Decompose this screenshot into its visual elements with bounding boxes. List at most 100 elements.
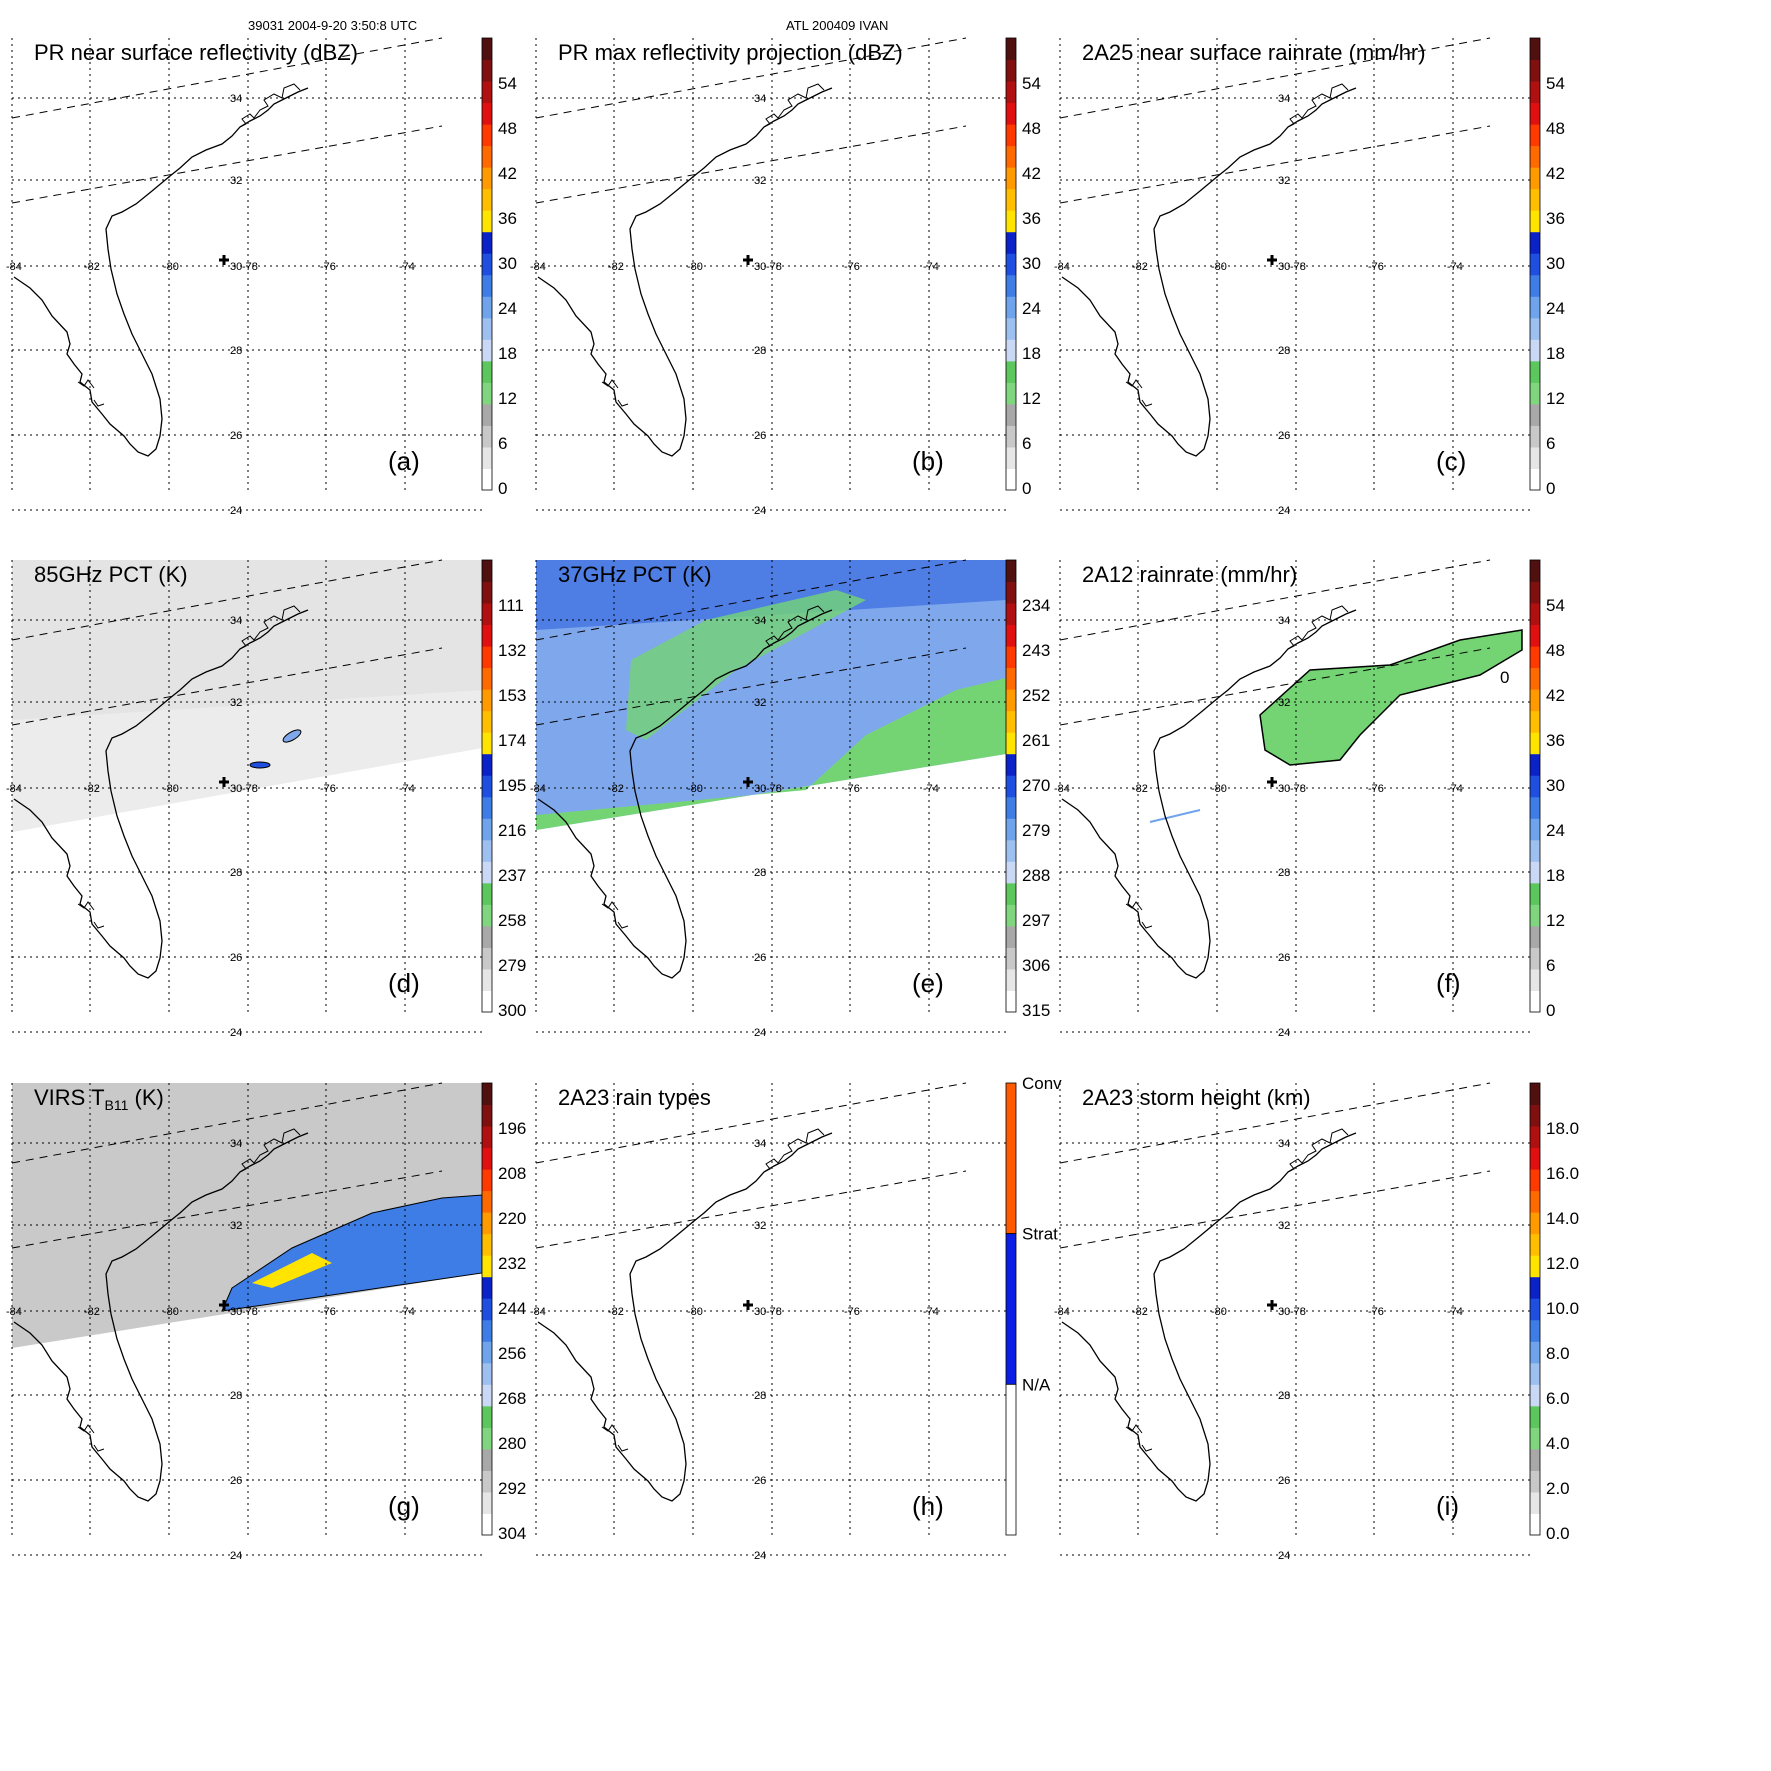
panel-a: -84 -82 -80 -78 -76 -74 34 32 30 28 26 24 PR near su… (6, 37, 517, 517)
swath-edge-upper (1059, 559, 1491, 641)
colorbar-segment (1530, 775, 1540, 798)
lon-label: -84 (530, 1306, 546, 1318)
colorbar-segment (1530, 818, 1540, 841)
colorbar-segment (482, 861, 492, 884)
lon-label: -82 (84, 1306, 100, 1318)
colorbar-segment (1530, 274, 1540, 297)
colorbar-segment (1530, 382, 1540, 405)
lat-label: 32 (230, 1220, 242, 1232)
rain-area-f (1259, 629, 1523, 766)
panels-group: -84 -82 -80 -78 -76 -74 34 32 30 28 26 24 PR near su… (6, 37, 1579, 1562)
colorbar-segment (1006, 274, 1016, 297)
colorbar-segment (482, 1513, 492, 1536)
coastline (537, 83, 833, 457)
colorbar-tick: 111 (498, 596, 524, 615)
lon-label: -74 (399, 783, 415, 795)
storm-center-marker (743, 255, 753, 265)
colorbar-segment (1006, 581, 1016, 604)
colorbar-segment (1530, 667, 1540, 690)
colorbar-segment (1530, 188, 1540, 211)
lon-label: -76 (1368, 783, 1384, 795)
panel-i: -84 -82 -80 -78 -76 -74 34 32 30 28 26 24 2A23 storm… (1054, 1082, 1579, 1562)
colorbar-segment (482, 1169, 492, 1192)
lon-label: -76 (844, 783, 860, 795)
lon-label: -84 (6, 783, 22, 795)
lat-label: 30 (1278, 783, 1290, 795)
swath-edge-lower (1059, 1170, 1491, 1249)
swath-lower-d (12, 690, 482, 832)
storm-center-marker (1267, 1300, 1277, 1310)
colorbar-segment (482, 253, 492, 276)
lon-label: -74 (923, 783, 939, 795)
lon-label: -78 (242, 261, 258, 273)
colorbar-segment (1006, 167, 1016, 190)
lat-label: 24 (754, 1550, 766, 1562)
colorbar-segment (1006, 861, 1016, 884)
colorbar-segment (1530, 1448, 1540, 1471)
colorbar-frame (1529, 559, 1541, 1013)
lat-label: 28 (754, 345, 766, 357)
lon-label: -80 (687, 783, 703, 795)
colorbar-segment (1006, 81, 1016, 104)
colorbar-tick: 216 (498, 821, 526, 840)
storm-center-marker (743, 1300, 753, 1310)
lon-label: -82 (84, 261, 100, 273)
lon-label: -82 (84, 783, 100, 795)
colorbar-segment (1006, 796, 1016, 819)
lat-label: 24 (230, 1550, 242, 1562)
colorbar-tick: 54 (1546, 74, 1565, 93)
lon-label: -76 (844, 261, 860, 273)
colorbar-segment (482, 968, 492, 991)
lon-label: -76 (1368, 261, 1384, 273)
colorbar-segment (1530, 124, 1540, 147)
lat-label: 24 (754, 1027, 766, 1039)
colorbar-tick: 2.0 (1546, 1479, 1570, 1498)
colorbar-segment (482, 188, 492, 211)
colorbar-tick: 232 (498, 1254, 526, 1273)
swath-edge-lower (1059, 125, 1491, 204)
storm-center-marker (219, 777, 229, 787)
colorbar-segment (1530, 1276, 1540, 1299)
colorbar-tick: 153 (498, 686, 526, 705)
colorbar-segment (1006, 603, 1016, 626)
colorbar-tick: 234 (1022, 596, 1050, 615)
colorbar-segment (1006, 689, 1016, 712)
colorbar-segment (482, 1448, 492, 1471)
colorbar-segment (482, 1147, 492, 1170)
panel-label: (b) (912, 446, 944, 476)
colorbar-segment (1530, 560, 1540, 583)
lat-label: 32 (1278, 175, 1290, 187)
lat-label: 30 (754, 783, 766, 795)
type-swatch (1005, 1383, 1017, 1536)
coastline (1061, 1128, 1357, 1502)
type-swatch (1005, 1082, 1017, 1235)
colorbar-tick: 14.0 (1546, 1209, 1579, 1228)
colorbar-tick: 288 (1022, 866, 1050, 885)
panel-label: (c) (1436, 446, 1466, 476)
colorbar-segment (482, 775, 492, 798)
colorbar-segment (482, 689, 492, 712)
colorbar-tick: 0 (498, 479, 507, 498)
colorbar-segment (1006, 253, 1016, 276)
colorbar-segment (1530, 753, 1540, 776)
lon-label: -82 (1132, 1306, 1148, 1318)
header-center: ATL 200409 IVAN (786, 18, 888, 33)
colorbar-segment (1530, 145, 1540, 168)
colorbar-segment (482, 468, 492, 491)
lat-label: 28 (1278, 1390, 1290, 1402)
colorbar-segment (1530, 1470, 1540, 1493)
colorbar-tick: 36 (498, 209, 517, 228)
type-label: Conv (1022, 1074, 1062, 1093)
colorbar-segment (482, 360, 492, 383)
colorbar-tick: 252 (1022, 686, 1050, 705)
lon-label: -76 (320, 261, 336, 273)
lat-label: 34 (754, 1138, 766, 1150)
lat-label: 32 (1278, 697, 1290, 709)
colorbar-segment (1006, 753, 1016, 776)
lon-label: -84 (1054, 1306, 1070, 1318)
lon-label: -80 (163, 261, 179, 273)
lat-label: 32 (230, 175, 242, 187)
colorbar-segment (482, 1190, 492, 1213)
colorbar-segment (1006, 124, 1016, 147)
swath-edge-upper (11, 1082, 443, 1164)
